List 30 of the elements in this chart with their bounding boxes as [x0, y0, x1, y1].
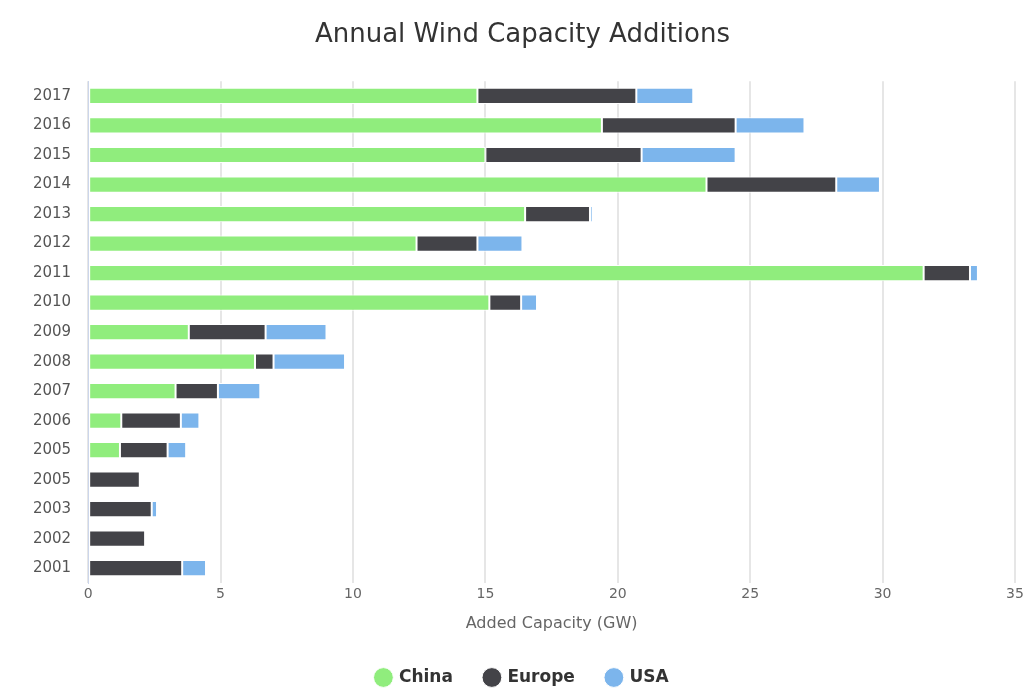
x-tick-label: 10	[344, 585, 362, 602]
y-tick-label: 2012	[32, 233, 72, 252]
y-tick-label: 2003	[32, 499, 72, 518]
legend-label: USA	[629, 665, 670, 686]
y-tick-label: 2010	[32, 292, 72, 311]
y-tick-label: 2002	[32, 528, 72, 547]
y-tick-label: 2007	[32, 381, 72, 400]
x-tick-label: 5	[216, 585, 226, 602]
x-tick-label: 25	[741, 585, 760, 602]
y-tick-label: 2009	[32, 321, 72, 340]
y-tick-label: 2005	[32, 440, 72, 459]
legend-label: Europe	[507, 665, 575, 686]
x-axis-title: Added Capacity (GW)	[465, 612, 638, 632]
x-tick-label: 20	[608, 585, 627, 602]
y-tick-label: 2017	[32, 85, 72, 104]
y-tick-label: 2005	[32, 469, 72, 488]
x-tick-label: 15	[476, 585, 495, 602]
legend-label: China	[398, 665, 453, 686]
y-tick-label: 2008	[32, 351, 72, 370]
y-tick-label: 2001	[32, 558, 72, 577]
y-tick-label: 2015	[32, 144, 72, 163]
y-tick-label: 2006	[32, 410, 72, 429]
chart-title: Annual Wind Capacity Additions	[314, 18, 731, 49]
y-tick-label: 2013	[32, 203, 72, 222]
x-tick-label: 35	[1006, 585, 1024, 602]
y-tick-label: 2016	[32, 115, 72, 134]
y-tick-label: 2014	[32, 174, 72, 193]
y-tick-label: 2011	[32, 262, 72, 281]
x-tick-label: 0	[83, 585, 93, 602]
x-tick-label: 30	[873, 585, 892, 602]
